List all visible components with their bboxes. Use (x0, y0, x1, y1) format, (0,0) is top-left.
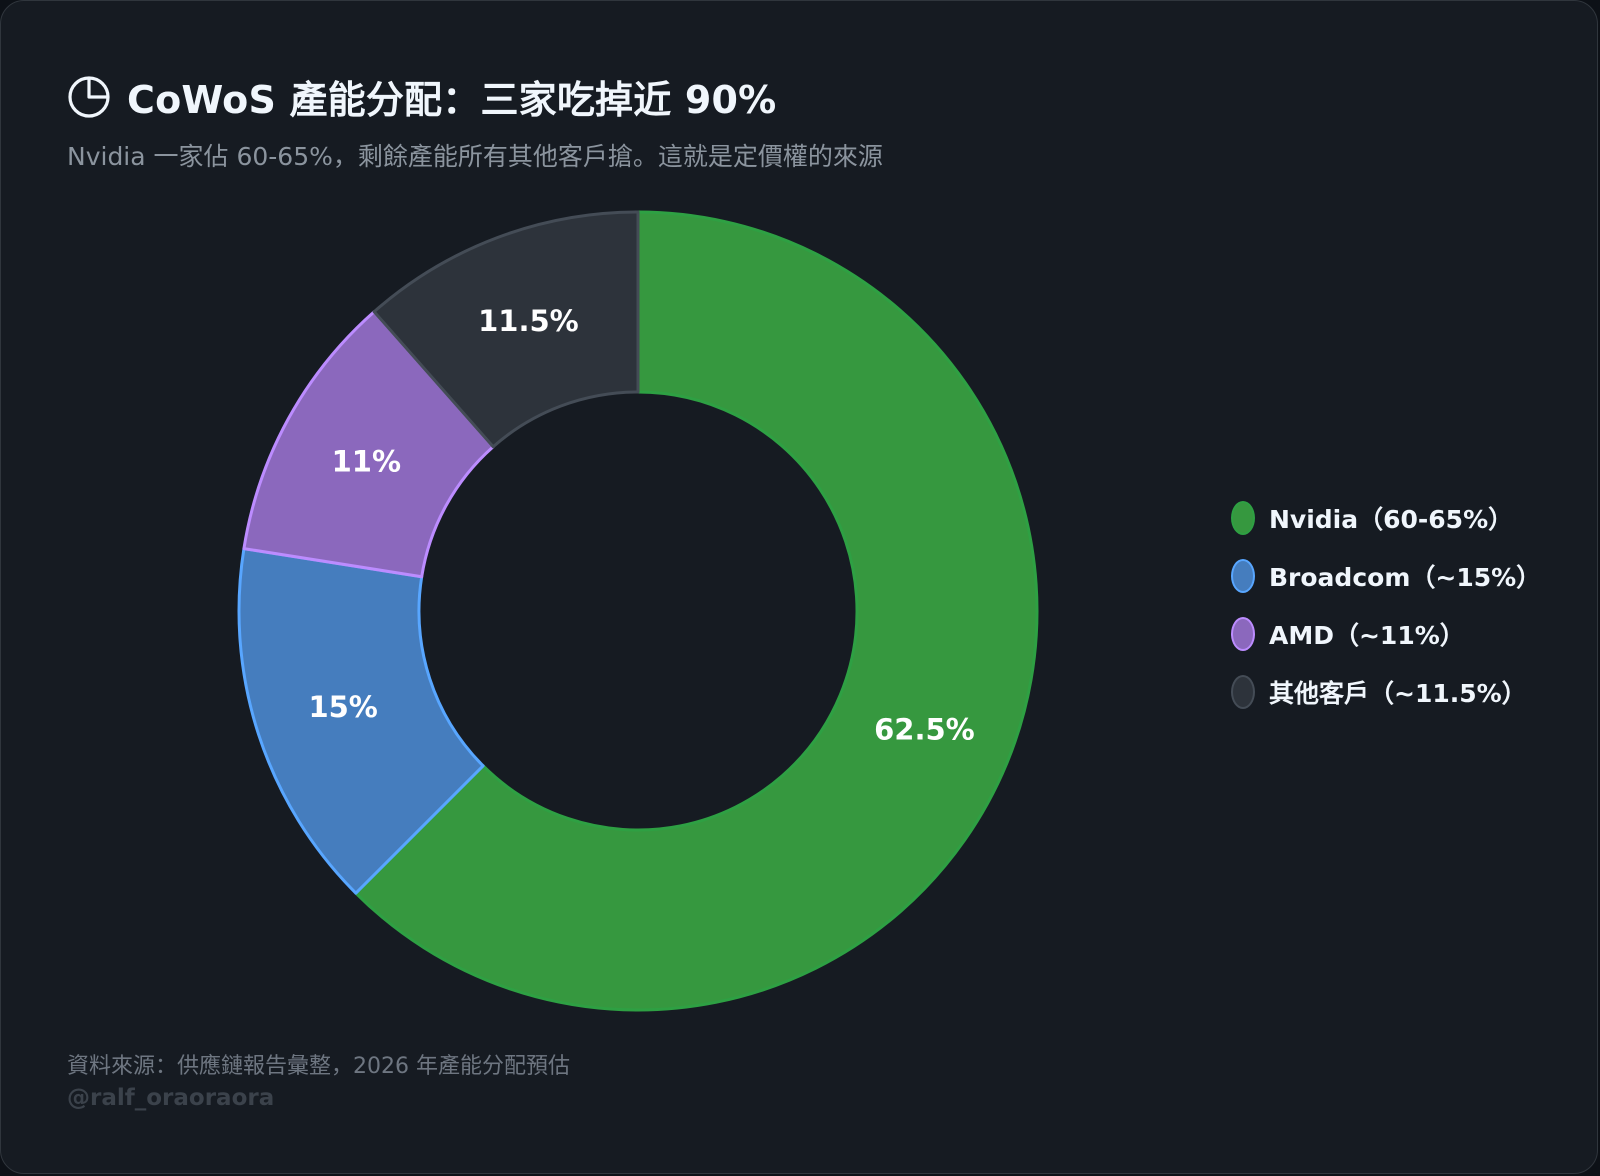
legend-swatch (1231, 675, 1255, 709)
chart-header: CoWoS 產能分配：三家吃掉近 90% (67, 69, 776, 124)
legend-swatch (1231, 559, 1255, 593)
legend-label: Broadcom（~15%） (1269, 563, 1542, 592)
legend-item[interactable]: Nvidia（60-65%） (1231, 499, 1541, 537)
legend-item[interactable]: 其他客戶（~11.5%） (1231, 673, 1541, 711)
chart-subtitle: Nvidia 一家佔 60-65%，剩餘產能所有其他客戶搶。這就是定價權的來源 (67, 142, 883, 171)
slice-nvidia[interactable] (354, 210, 1039, 1012)
slice-value-label: 62.5% (874, 713, 975, 747)
legend-label: 其他客戶（~11.5%） (1269, 679, 1527, 708)
slice-value-label: 11.5% (478, 304, 579, 338)
slice-value-label: 11% (332, 445, 401, 479)
legend-item[interactable]: AMD（~11%） (1231, 615, 1541, 653)
legend-swatch (1231, 617, 1255, 651)
slice-其他客戶[interactable] (372, 210, 640, 449)
legend-swatch (1231, 501, 1255, 535)
legend-label: Nvidia（60-65%） (1269, 505, 1514, 534)
pie-chart-icon (67, 75, 111, 119)
slice-broadcom[interactable] (237, 547, 485, 895)
chart-legend: Nvidia（60-65%） Broadcom（~15%） AMD（~11%） 其他客… (1231, 499, 1541, 731)
data-source-note: 資料來源：供應鏈報告彙整，2026 年產能分配預估 (67, 1054, 570, 1079)
legend-item[interactable]: Broadcom（~15%） (1231, 557, 1541, 595)
slice-value-label: 15% (308, 690, 377, 724)
legend-label: AMD（~11%） (1269, 621, 1465, 650)
chart-title: CoWoS 產能分配：三家吃掉近 90% (127, 78, 777, 122)
author-handle: @ralf_oraoraora (67, 1085, 275, 1111)
